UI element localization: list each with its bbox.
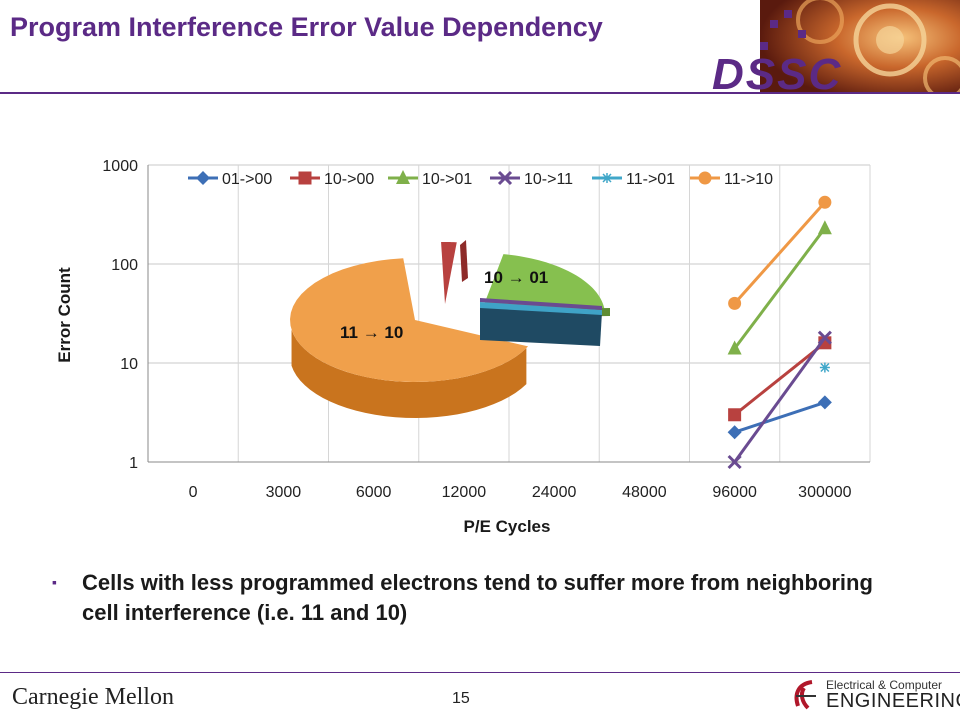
pie-label-10-01: 10 → 01 <box>484 268 548 287</box>
legend-label: 10->11 <box>524 171 573 188</box>
error-count-chart: 1 10 100 1000 0 3000 6000 12000 24000 48000 96000… <box>55 158 871 536</box>
pie-slice-11-01 <box>480 306 602 346</box>
series-1110 <box>728 195 832 310</box>
y-tick-labels: 1 10 100 1000 <box>102 158 138 472</box>
y-tick-label: 100 <box>111 257 138 274</box>
y-tick-label: 10 <box>120 356 138 373</box>
pie-slice-10-00 <box>441 242 457 304</box>
data-point <box>818 195 832 209</box>
series-line <box>733 336 827 463</box>
dssc-logo-text: DSSC <box>712 50 843 99</box>
pie-slice-11-01-top <box>480 302 602 315</box>
pie-red-side <box>460 240 468 282</box>
data-point <box>727 425 742 440</box>
data-point <box>817 330 832 345</box>
x-tick-label: 300000 <box>798 484 851 501</box>
pie-label-11-10: 11 → 10 <box>340 323 403 342</box>
bullet-text: Cells with less programmed electrons ten… <box>82 570 873 625</box>
chart-axes <box>147 165 870 463</box>
legend-marker <box>196 171 210 185</box>
x-tick-label: 3000 <box>266 484 302 501</box>
data-point <box>819 362 830 373</box>
ece-logo-subtitle: Electrical & Computer <box>826 678 943 692</box>
series-line <box>733 341 826 416</box>
x-tick-label: 48000 <box>622 484 667 501</box>
bullet-marker: ▪ <box>52 574 57 590</box>
data-point <box>817 220 832 235</box>
footer-divider <box>0 672 960 673</box>
page-number: 15 <box>452 690 470 707</box>
legend-label: 01->00 <box>222 171 272 188</box>
legend-label: 10->00 <box>324 171 374 188</box>
ece-logo-title: ENGINEERING <box>826 690 960 712</box>
pie-slice-11-10 <box>290 258 529 382</box>
x-tick-labels: 0 3000 6000 12000 24000 48000 96000 300000 <box>189 484 852 501</box>
ece-logo-icon <box>794 680 816 710</box>
pie-slice-10-11 <box>480 298 602 310</box>
data-point <box>727 454 742 470</box>
data-point <box>728 408 742 422</box>
series-line <box>733 201 826 305</box>
legend-marker <box>298 171 312 185</box>
title-divider <box>0 92 960 94</box>
data-point <box>817 395 832 410</box>
series-1011 <box>727 330 832 470</box>
y-axis-title: Error Count <box>55 267 74 363</box>
gear-art-icon <box>760 0 960 94</box>
series-0100 <box>727 395 832 440</box>
x-tick-label: 96000 <box>712 484 757 501</box>
legend-label: 10->01 <box>422 171 472 188</box>
legend-marker <box>396 170 410 184</box>
x-axis-title: P/E Cycles <box>464 517 551 536</box>
legend-marker <box>602 173 612 183</box>
chart-legend: 01->00 10->00 10->01 10->11 11->01 11->10 <box>188 170 773 188</box>
x-tick-label: 6000 <box>356 484 392 501</box>
legend-marker <box>698 171 712 185</box>
series-1001 <box>727 220 832 355</box>
y-tick-label: 1000 <box>102 158 138 175</box>
x-tick-label: 12000 <box>442 484 487 501</box>
slide-title: Program Interference Error Value Depende… <box>10 12 603 42</box>
dssc-logo-banner <box>700 0 960 94</box>
data-point <box>727 340 742 355</box>
legend-label: 11->01 <box>626 171 675 188</box>
series-line <box>733 227 827 350</box>
pie-orange-side <box>291 329 527 418</box>
x-tick-label: 24000 <box>532 484 577 501</box>
data-point <box>728 296 742 310</box>
legend-marker <box>497 170 513 186</box>
series-line <box>734 400 826 434</box>
pie-slice-10-01 <box>480 254 605 315</box>
legend-label: 11->10 <box>724 171 773 188</box>
pie-inset: 11 → 10 10 → 01 <box>290 240 610 418</box>
y-tick-label: 1 <box>129 455 138 472</box>
carnegie-mellon-logo: Carnegie Mellon <box>12 684 174 710</box>
chart-series <box>727 195 832 470</box>
series-1101 <box>819 362 830 373</box>
x-tick-label: 0 <box>189 484 198 501</box>
